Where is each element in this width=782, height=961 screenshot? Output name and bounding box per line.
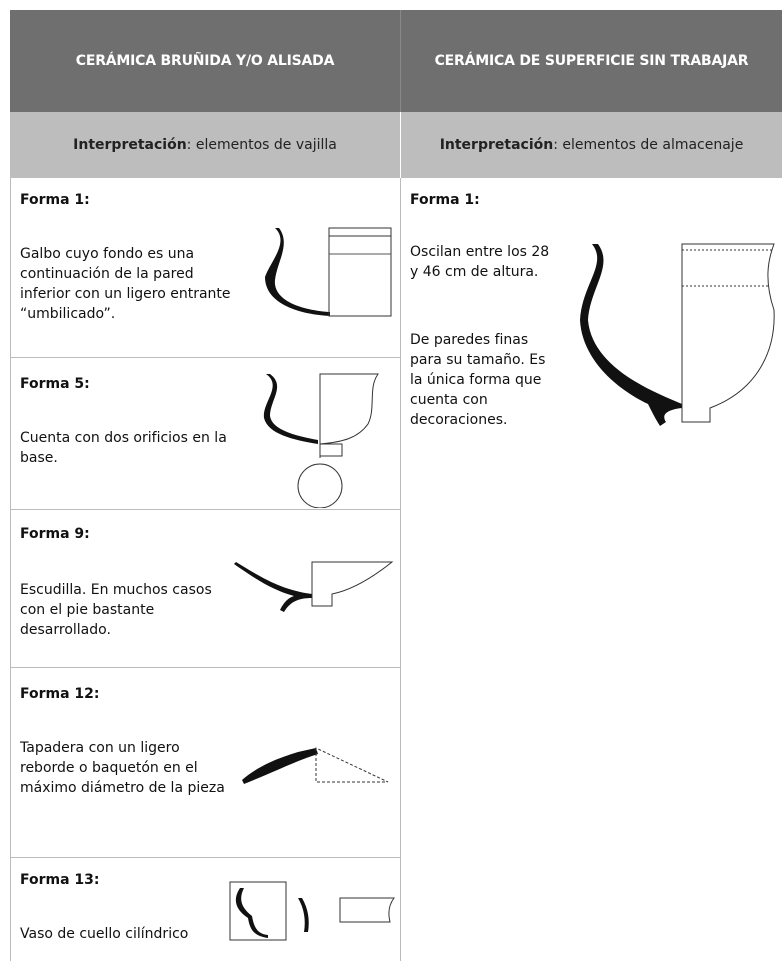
- form-cell: Forma 1: Oscilan entre los 28 y 46 cm de…: [400, 178, 782, 961]
- form-description: Cuenta con dos orificios en la base.: [20, 430, 227, 466]
- form-paragraph: De paredes finas para su tamaño. Es la ú…: [410, 332, 546, 428]
- subheader-cell: Interpretación: elementos de almacenaje: [400, 112, 782, 178]
- form-title: Forma 13:: [20, 872, 100, 888]
- interpretation-text: : elementos de almacenaje: [553, 137, 744, 153]
- interpretation-text: : elementos de vajilla: [186, 137, 337, 153]
- form-description: Galbo cuyo fondo es una continuación de …: [20, 246, 231, 322]
- subheader-cell: Interpretación: elementos de vajilla: [10, 112, 400, 178]
- border: [10, 178, 11, 961]
- header-title: CERÁMICA DE SUPERFICIE SIN TRABAJAR: [434, 53, 749, 69]
- pot-drawing: [263, 368, 388, 508]
- pot-drawing: [242, 740, 393, 784]
- header-title: CERÁMICA BRUÑIDA Y/O ALISADA: [75, 53, 335, 69]
- form-cell: Forma 1: Galbo cuyo fondo es una continu…: [10, 178, 400, 358]
- form-cell: Forma 12: Tapadera con un ligero reborde…: [10, 668, 400, 858]
- form-description: Vaso de cuello cilíndrico: [20, 926, 189, 942]
- pot-drawing: [234, 558, 397, 612]
- form-title: Forma 5:: [20, 376, 90, 392]
- form-description: Tapadera con un ligero reborde o baquetó…: [20, 740, 225, 796]
- form-title: Forma 9:: [20, 526, 90, 542]
- pot-drawing: [228, 880, 396, 944]
- border: [400, 178, 401, 961]
- form-cell: Forma 5: Cuenta con dos orificios en la …: [10, 358, 400, 510]
- form-title: Forma 1:: [20, 192, 90, 208]
- form-title: Forma 12:: [20, 686, 100, 702]
- interpretation: Interpretación: elementos de vajilla: [73, 137, 337, 153]
- interpretation: Interpretación: elementos de almacenaje: [440, 137, 744, 153]
- form-paragraph: Oscilan entre los 28 y 46 cm de altura.: [410, 244, 550, 280]
- header-cell: CERÁMICA DE SUPERFICIE SIN TRABAJAR: [400, 10, 782, 112]
- interpretation-label: Interpretación: [73, 137, 187, 153]
- form-title: Forma 1:: [410, 192, 480, 208]
- header-cell: CERÁMICA BRUÑIDA Y/O ALISADA: [10, 10, 400, 112]
- pot-drawing: [580, 240, 778, 426]
- form-description: Escudilla. En muchos casos con el pie ba…: [20, 582, 212, 638]
- interpretation-label: Interpretación: [439, 137, 554, 153]
- form-cell: Forma 13: Vaso de cuello cilíndrico: [10, 858, 400, 961]
- form-cell: Forma 9: Escudilla. En muchos casos con …: [10, 510, 400, 668]
- pot-drawing: [265, 222, 395, 322]
